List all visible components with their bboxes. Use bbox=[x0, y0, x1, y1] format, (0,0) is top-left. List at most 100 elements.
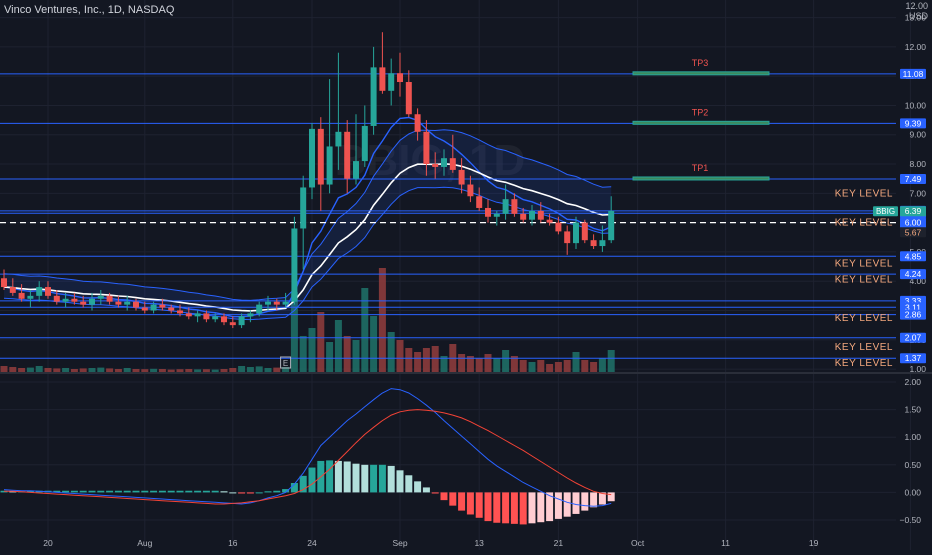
level-price-tag: 2.07 bbox=[905, 333, 922, 343]
y-tick-label: 13.00 bbox=[905, 13, 927, 23]
volume-bar bbox=[361, 288, 369, 372]
macd-histogram-bar bbox=[290, 483, 298, 493]
candle-body bbox=[564, 231, 571, 244]
bollinger-lower bbox=[3, 186, 612, 321]
macd-histogram-bar bbox=[88, 490, 96, 493]
x-tick-label: Sep bbox=[392, 538, 407, 548]
macd-histogram-bar bbox=[414, 481, 422, 493]
candle-body bbox=[361, 125, 368, 162]
candle-body bbox=[238, 316, 245, 326]
candle-body bbox=[441, 158, 447, 167]
volume-bar bbox=[334, 320, 342, 372]
candle-body bbox=[273, 301, 280, 305]
macd-histogram-bar bbox=[211, 490, 219, 493]
signal-line bbox=[4, 409, 612, 505]
candle-body bbox=[36, 287, 43, 296]
volume-bar bbox=[378, 268, 386, 372]
candle-body bbox=[388, 73, 395, 91]
candle-body bbox=[124, 301, 131, 305]
x-tick-label: Oct bbox=[631, 538, 645, 548]
level-price-tag: 3.33 bbox=[905, 296, 922, 306]
low-price-tag: 5.67 bbox=[905, 227, 922, 237]
macd-histogram-bar bbox=[246, 492, 254, 494]
volume-bar bbox=[220, 369, 228, 372]
low-price-tag-bg bbox=[900, 227, 926, 238]
volume-bar bbox=[290, 292, 298, 372]
volume-bar bbox=[114, 369, 122, 372]
level-price-tag-bg bbox=[900, 68, 926, 79]
level-price-tag: 7.49 bbox=[905, 174, 922, 184]
take-profit-box bbox=[632, 176, 770, 181]
macd-histogram-bar bbox=[97, 490, 105, 493]
candle-body bbox=[194, 313, 201, 317]
volume-bar bbox=[53, 368, 61, 372]
take-profit-box bbox=[632, 71, 770, 76]
candle-body bbox=[335, 131, 342, 147]
candle-body bbox=[309, 128, 315, 188]
volume-bar bbox=[572, 352, 580, 372]
candle-body bbox=[185, 313, 192, 317]
volume-bar bbox=[607, 350, 615, 372]
candle-body bbox=[379, 67, 386, 91]
volume-bar bbox=[431, 346, 439, 372]
volume-bar bbox=[273, 367, 281, 372]
x-tick-label: 20 bbox=[43, 538, 53, 548]
candle-body bbox=[590, 240, 597, 247]
macd-y-tick-label: 2.00 bbox=[904, 377, 921, 387]
candle-body bbox=[493, 213, 500, 217]
candle-body bbox=[212, 316, 219, 320]
volume-bar bbox=[466, 356, 474, 372]
volume-bar bbox=[326, 342, 334, 372]
volume-bar bbox=[352, 340, 360, 372]
candle-body bbox=[168, 307, 175, 311]
volume-bar bbox=[255, 366, 263, 372]
macd-histogram-bar bbox=[202, 490, 210, 493]
dashed-level-tag-bg bbox=[900, 217, 926, 228]
candle-body bbox=[537, 210, 544, 220]
volume-bar bbox=[502, 350, 510, 372]
macd-y-tick-label: −0.50 bbox=[899, 515, 921, 525]
candle-body bbox=[581, 222, 588, 241]
macd-histogram-bar bbox=[229, 492, 237, 494]
level-price-tag-bg bbox=[900, 353, 926, 364]
candle-body bbox=[71, 298, 78, 302]
volume-bar bbox=[405, 348, 413, 372]
x-tick-label: 13 bbox=[474, 538, 484, 548]
macd-histogram-bar bbox=[554, 492, 562, 519]
candle-body bbox=[353, 161, 359, 179]
volume-bar bbox=[528, 362, 536, 372]
level-price-tag-bg bbox=[900, 118, 926, 129]
volume-bar bbox=[458, 354, 466, 372]
candle-body bbox=[485, 207, 491, 217]
candle-body bbox=[18, 292, 25, 299]
macd-histogram-bar bbox=[132, 490, 140, 493]
volume-bar bbox=[202, 369, 210, 372]
volume-bar bbox=[70, 369, 78, 372]
macd-y-tick-label: 0.50 bbox=[904, 460, 921, 470]
macd-histogram-bar bbox=[62, 490, 70, 493]
volume-bar bbox=[308, 328, 316, 372]
volume-bar bbox=[88, 368, 96, 372]
volume-bar bbox=[519, 360, 527, 372]
level-price-tag: 11.08 bbox=[903, 69, 924, 79]
candle-body bbox=[397, 73, 403, 83]
take-profit-label: TP2 bbox=[692, 107, 709, 117]
volume-bar bbox=[97, 367, 105, 372]
macd-histogram-bar bbox=[405, 475, 413, 493]
volume-bar bbox=[176, 369, 184, 372]
macd-histogram-bar bbox=[502, 492, 510, 524]
macd-histogram-bar bbox=[238, 492, 246, 494]
candle-body bbox=[467, 184, 474, 197]
macd-histogram-bar bbox=[387, 465, 395, 493]
macd-histogram-bar bbox=[334, 460, 342, 493]
volume-bar bbox=[185, 369, 193, 372]
level-price-tag: 3.11 bbox=[905, 302, 921, 312]
macd-histogram-bar bbox=[546, 492, 554, 522]
candle-body bbox=[370, 67, 377, 126]
macd-histogram-bar bbox=[519, 492, 527, 525]
macd-histogram-bar bbox=[572, 492, 580, 514]
macd-line bbox=[3, 388, 612, 507]
macd-histogram-bar bbox=[264, 491, 272, 493]
volume-bar bbox=[440, 356, 448, 372]
